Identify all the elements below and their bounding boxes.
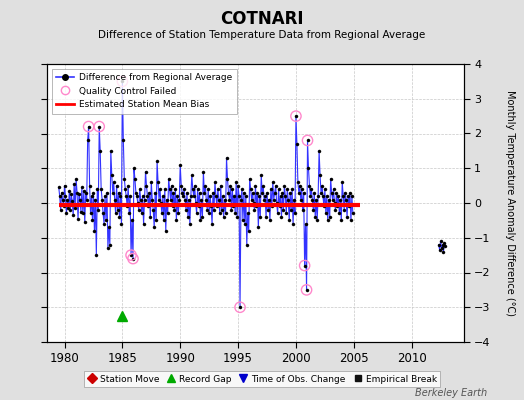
Text: Difference of Station Temperature Data from Regional Average: Difference of Station Temperature Data f… (99, 30, 425, 40)
Text: Berkeley Earth: Berkeley Earth (415, 388, 487, 398)
Y-axis label: Monthly Temperature Anomaly Difference (°C): Monthly Temperature Anomaly Difference (… (505, 90, 515, 316)
Point (302, 287, 311, 293)
Point (292, 113, 300, 119)
Text: COTNARI: COTNARI (220, 10, 304, 28)
Legend: Difference from Regional Average, Quality Control Failed, Estimated Station Mean: Difference from Regional Average, Qualit… (52, 68, 236, 114)
Point (303, 137, 312, 144)
Point (300, 262, 309, 269)
Point (84, 123, 93, 130)
Point (236, 304, 244, 310)
Legend: Station Move, Record Gap, Time of Obs. Change, Empirical Break: Station Move, Record Gap, Time of Obs. C… (83, 371, 441, 387)
Point (118, 78, 127, 84)
Point (95, 123, 103, 130)
Point (129, 255, 137, 262)
Point (127, 252, 135, 258)
